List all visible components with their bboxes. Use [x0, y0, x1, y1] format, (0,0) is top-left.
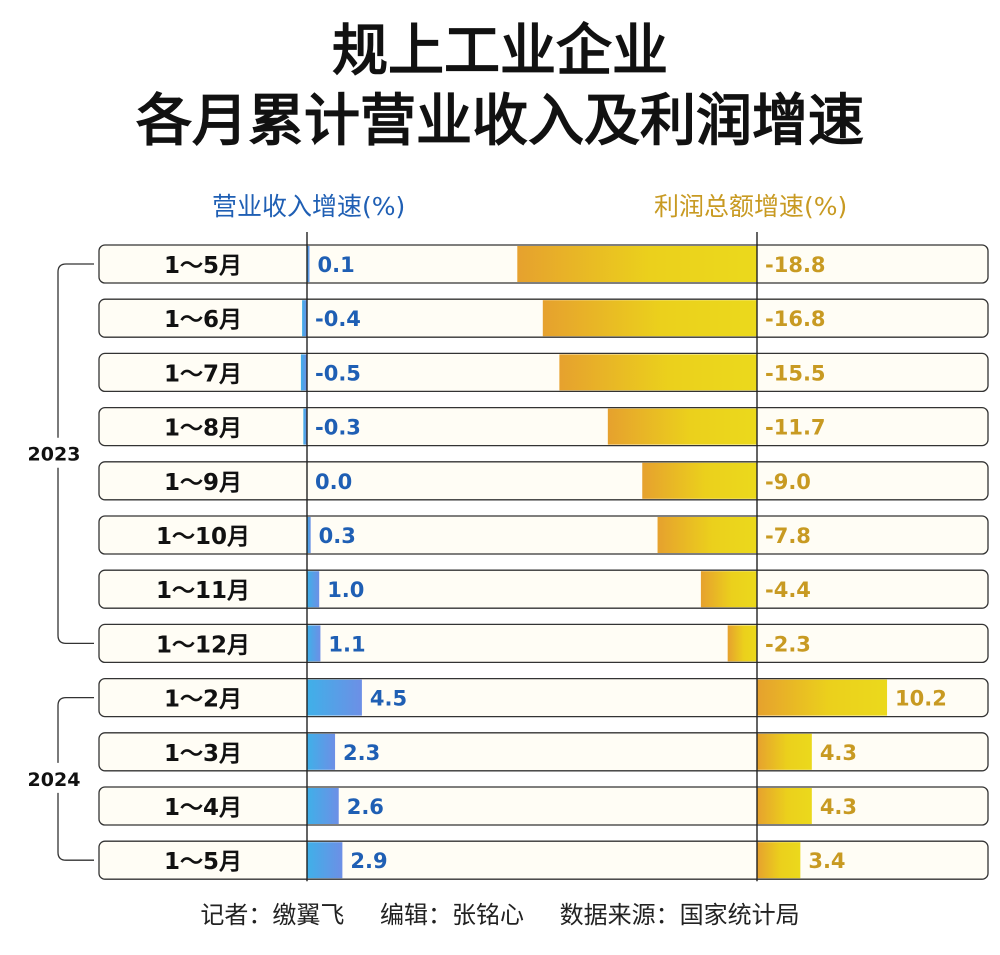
category-label: 1～2月	[164, 687, 242, 713]
revenue-value-label: 0.0	[315, 470, 352, 494]
revenue-bar	[307, 788, 339, 824]
row-box	[98, 461, 989, 501]
category-label: 1～11月	[156, 578, 250, 604]
revenue-bar	[303, 408, 307, 445]
profit-bar	[657, 517, 757, 553]
year-bracket	[57, 263, 94, 645]
profit-bar	[517, 246, 757, 282]
page-title-line2: 各月累计营业收入及利润增速	[136, 89, 864, 154]
revenue-bar	[307, 246, 310, 282]
row-box	[98, 569, 989, 609]
profit-value-label: -15.5	[765, 361, 826, 385]
row-box	[98, 515, 989, 555]
category-label: 1～5月	[164, 253, 242, 279]
footer-source: 数据来源：国家统计局	[559, 901, 800, 929]
category-label: 1～8月	[164, 416, 242, 442]
revenue-value-label: -0.4	[315, 307, 361, 331]
revenue-value-label: 4.5	[370, 687, 407, 711]
category-label: 1～5月	[164, 849, 242, 875]
category-label: 1～4月	[164, 795, 242, 821]
profit-value-label: -18.8	[765, 253, 826, 277]
row-box	[98, 623, 989, 664]
profit-value-label: 4.3	[820, 741, 857, 765]
profit-header: 利润总额增速(%)	[654, 192, 848, 221]
revenue-bar	[302, 300, 307, 337]
revenue-value-label: 0.1	[318, 253, 355, 277]
revenue-value-label: 1.1	[328, 632, 365, 656]
footer-editor: 编辑：张铭心	[380, 901, 524, 929]
category-label: 1～7月	[164, 361, 242, 387]
category-label: 1～9月	[164, 470, 242, 496]
profit-value-label: -11.7	[765, 416, 826, 440]
revenue-bar	[300, 354, 307, 391]
profit-value-label: -2.3	[765, 632, 811, 656]
profit-bar	[542, 300, 757, 337]
revenue-bar	[307, 842, 343, 879]
profit-bar	[700, 571, 757, 608]
profit-value-label: 4.3	[820, 795, 857, 819]
profit-bar	[607, 408, 757, 445]
category-label: 1～10月	[156, 524, 250, 550]
revenue-value-label: 2.6	[347, 795, 384, 819]
year-bracket	[57, 696, 94, 861]
footer-credits: 记者：缴翼飞 编辑：张铭心 数据来源：国家统计局	[0, 903, 1000, 927]
revenue-value-label: 1.0	[327, 578, 364, 602]
revenue-bar	[307, 733, 336, 770]
profit-bar	[757, 842, 801, 879]
category-label: 1～6月	[164, 307, 242, 333]
year-label: 2023	[28, 444, 81, 466]
revenue-bar	[307, 517, 311, 553]
row-box	[98, 352, 989, 393]
revenue-header: 营业收入增速(%)	[212, 192, 406, 221]
revenue-bar	[307, 625, 321, 662]
profit-bar	[727, 625, 757, 662]
profit-value-label: -4.4	[765, 578, 811, 602]
profit-value-label: -7.8	[765, 524, 811, 548]
profit-bar	[757, 679, 888, 716]
revenue-value-label: 2.3	[343, 741, 380, 765]
profit-bar	[642, 462, 757, 499]
profit-value-label: 3.4	[808, 849, 845, 873]
profit-bar	[757, 788, 812, 824]
profit-value-label: -16.8	[765, 307, 826, 331]
revenue-value-label: 2.9	[350, 849, 387, 873]
category-label: 1～12月	[156, 632, 250, 658]
revenue-bar	[307, 679, 362, 716]
profit-bar	[757, 733, 812, 770]
revenue-value-label: 0.3	[319, 524, 356, 548]
revenue-value-label: -0.3	[315, 416, 361, 440]
year-label: 2024	[28, 769, 81, 791]
category-label: 1～3月	[164, 741, 242, 767]
revenue-bar	[307, 571, 320, 608]
footer-reporter: 记者：缴翼飞	[200, 901, 345, 929]
profit-value-label: 10.2	[895, 687, 947, 711]
row-box	[98, 406, 989, 447]
profit-bar	[559, 354, 757, 391]
profit-value-label: -9.0	[765, 470, 811, 494]
page-title-line1: 规上工业企业	[332, 19, 668, 84]
revenue-value-label: -0.5	[315, 361, 361, 385]
